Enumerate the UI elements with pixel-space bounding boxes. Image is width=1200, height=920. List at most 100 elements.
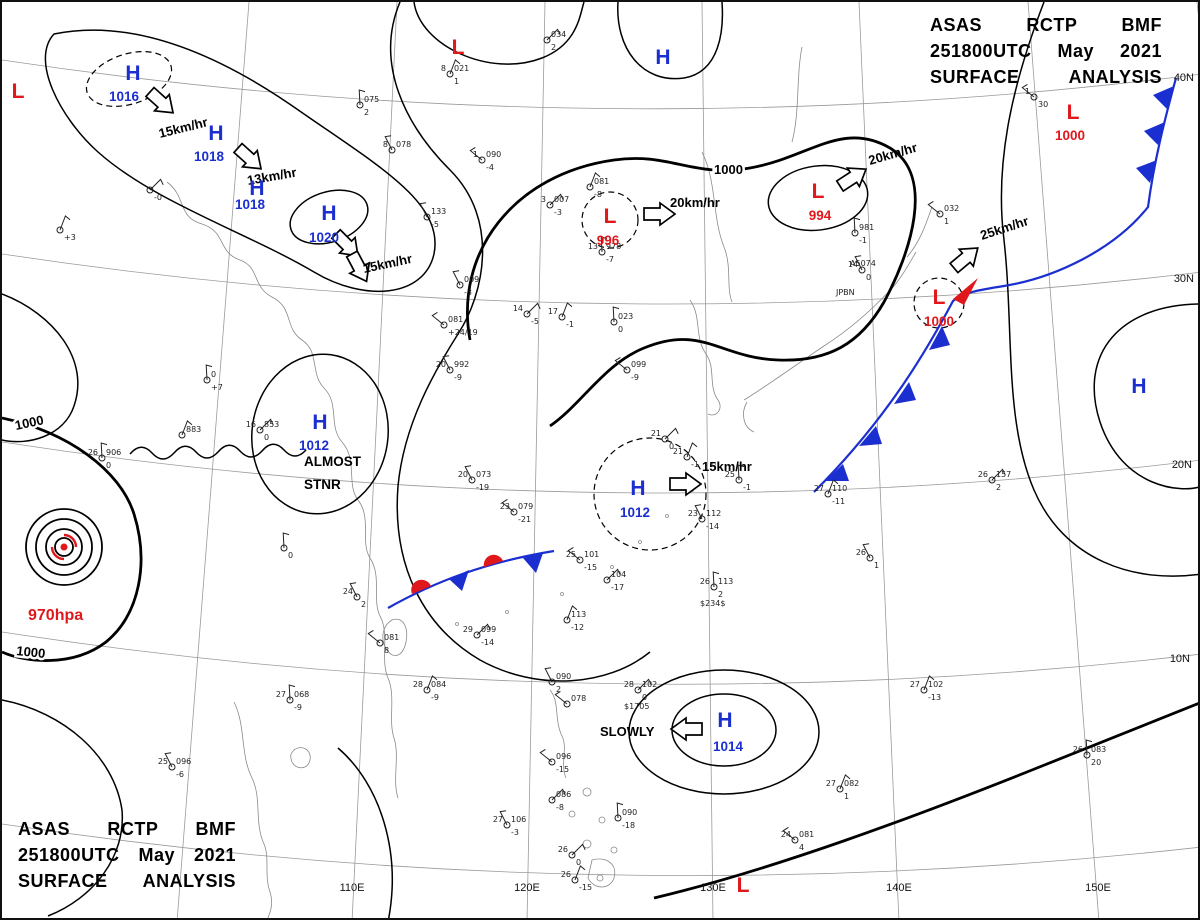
high-pressure-center: H 1018 [194, 122, 225, 164]
station-value: 090 [556, 672, 571, 681]
station-circle [661, 435, 669, 443]
station-value: 8 [441, 64, 446, 73]
title-block-bottom-left: ASAS RCTP BMF 251800UTC May 2021 SURFACE… [18, 816, 236, 894]
station-value: 27 [276, 690, 286, 699]
station-plot: 26 1 [856, 543, 879, 570]
station-value: -8 [556, 803, 564, 812]
high-pressure-center: H 1020 [309, 202, 339, 245]
chart-type: SURFACE ANALYSIS [18, 870, 236, 891]
wind-barb [449, 59, 461, 75]
station-extra: $234$ [700, 599, 725, 608]
movement-note-stnr: STNR [304, 477, 341, 492]
station-circle [468, 476, 476, 484]
station-value: 101 [584, 550, 599, 559]
wind-barb [571, 843, 586, 856]
station-plot: 081 +24/19 [431, 311, 478, 337]
station-value: 081 [384, 633, 399, 642]
wind-barb [589, 172, 601, 188]
station-value: 992 [454, 360, 469, 369]
parallel-line [2, 441, 1198, 494]
cold-front-triangle [449, 570, 469, 591]
station-plot: 14 0 [848, 255, 871, 282]
fronts [387, 77, 1178, 609]
station-value: 104 [611, 570, 626, 579]
station-plot: 26 -15 [561, 865, 592, 892]
movement-arrow [144, 86, 175, 114]
station-value: 0 [642, 693, 647, 702]
station-value: -9 [631, 373, 639, 382]
meridian-line [526, 2, 546, 918]
pressure-value: 1014 [713, 739, 744, 754]
wind-barb [358, 89, 366, 106]
station-circle [988, 476, 996, 484]
station-circle [548, 796, 556, 804]
station-plot: 21 0 [651, 427, 679, 451]
movement-speed-label: SLOWLY [600, 724, 655, 739]
station-value: 25 [158, 757, 168, 766]
station-value: 1 [874, 561, 879, 570]
station-value: 079 [518, 502, 533, 511]
station-value: -17 [611, 583, 624, 592]
station-value: 133 [431, 207, 446, 216]
station-circle [543, 36, 551, 44]
station-plot: 26 083 20 [1073, 739, 1106, 767]
wind-barb [452, 270, 461, 286]
station-plot: 14 -5 [513, 302, 541, 326]
valid-time: 251800UTC May 2021 [18, 844, 236, 865]
pressure-letter: H [655, 46, 670, 69]
station-plot: 25 -1 [725, 464, 751, 492]
isobar-path [1093, 303, 1198, 490]
station-value: 8 [384, 646, 389, 655]
wind-barb [546, 28, 561, 41]
station-value: -0 [154, 193, 162, 202]
station-value: 081 [448, 315, 463, 324]
wind-barb [694, 504, 703, 520]
station-value: 023 [618, 312, 633, 321]
station-plot: 13 978 -7 [588, 236, 621, 264]
pressure-letter: L [1067, 101, 1080, 124]
station-circle [920, 686, 928, 694]
wind-barb [686, 442, 698, 458]
station-value: 24 [343, 587, 353, 596]
station-plot: 27 110 -11 [814, 479, 847, 506]
station-value: 20 [458, 470, 468, 479]
isobar-path [389, 2, 651, 682]
station-value: -4 [486, 163, 494, 172]
station-value: 0 [618, 325, 623, 334]
station-value: 28 [624, 680, 634, 689]
station-value: 1 [844, 792, 849, 801]
title-block-top-right: ASAS RCTP BMF 251800UTC May 2021 SURFACE… [930, 12, 1162, 90]
station-value: 099 [481, 625, 496, 634]
wind-barb [464, 465, 473, 481]
movement-speed-label: 20km/hr [670, 195, 720, 210]
station-value: 021 [454, 64, 469, 73]
pressure-value: 1000 [1055, 128, 1085, 143]
wind-barb [499, 810, 508, 826]
movement-speed-label: 15km/hr [362, 251, 414, 276]
station-value: 113 [571, 610, 586, 619]
station-value: -5 [531, 317, 539, 326]
wind-barb [526, 302, 541, 315]
high-pressure-center: H 1016 [109, 62, 141, 104]
wind-barb [426, 675, 438, 691]
low-pressure-center: L [12, 80, 25, 103]
station-plot: 25 096 -6 [158, 752, 191, 779]
station-value: 0 [866, 273, 871, 282]
wind-barb [288, 684, 296, 701]
isobar-path [617, 2, 724, 80]
wind-barb [567, 546, 581, 561]
station-plot: 104-17 [603, 568, 626, 592]
pressure-value: 1012 [299, 438, 329, 453]
station-value: 068 [294, 690, 309, 699]
parallel-line [2, 631, 1198, 685]
station-value: 24 [781, 830, 791, 839]
station-circle [568, 851, 576, 859]
movement-arrow [643, 201, 677, 227]
station-plot: 8 078 [383, 135, 411, 154]
station-plot: -0 [146, 178, 164, 202]
station-plot: 009-3 [452, 270, 479, 297]
station-circle [178, 431, 186, 439]
station-circle [146, 186, 154, 194]
